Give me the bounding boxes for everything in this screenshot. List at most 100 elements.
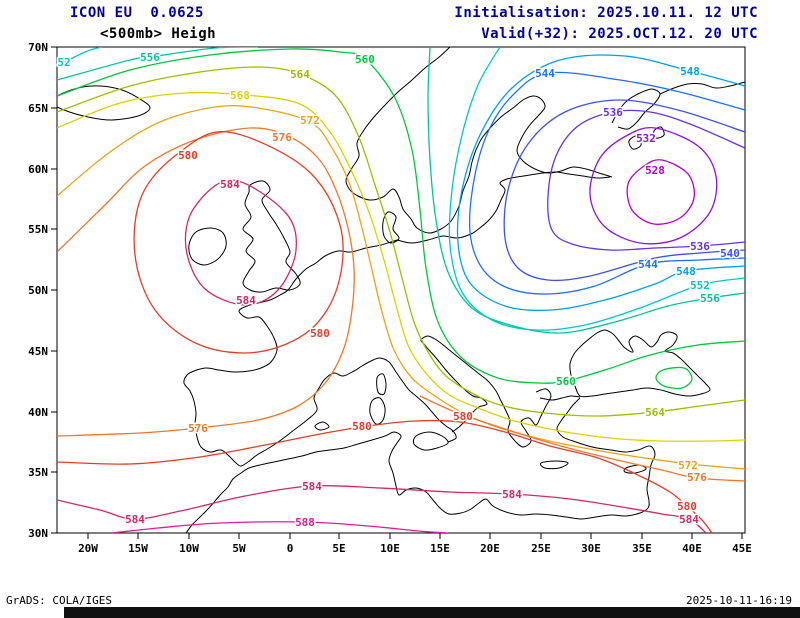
contour-568: [57, 91, 745, 442]
coastline: [659, 81, 745, 95]
contour-label-544: 544: [535, 67, 555, 80]
coastline: [57, 85, 151, 121]
contour-label-552: 52: [57, 56, 70, 69]
lon-label: 10E: [380, 542, 400, 555]
contour-label-536: 536: [690, 240, 710, 253]
contour-552: [57, 47, 103, 67]
contour-580: [57, 419, 713, 533]
lon-label: 30E: [581, 542, 601, 555]
coastline: [569, 329, 711, 398]
contour-label-576: 576: [687, 471, 707, 484]
coastline: [183, 239, 457, 467]
contour-552: [448, 47, 745, 331]
contour-584: [57, 484, 707, 533]
coastline: [242, 180, 301, 293]
lat-label: 55N: [28, 223, 48, 236]
coastline: [188, 227, 227, 266]
coastline: [376, 373, 387, 396]
contour-532: [589, 127, 718, 245]
contour-572: [57, 104, 745, 470]
lon-label: 40E: [682, 542, 702, 555]
axis-ticks-group: [51, 46, 743, 539]
contour-544: [469, 71, 745, 295]
contour-label-580: 580: [677, 500, 697, 513]
lat-label: 65N: [28, 102, 48, 115]
lat-label: 45N: [28, 345, 48, 358]
lon-label: 10W: [179, 542, 199, 555]
contour-label-536: 536: [603, 106, 623, 119]
footer-bar: [64, 607, 800, 618]
contour-label-528: 528: [645, 164, 665, 177]
coastline: [396, 171, 611, 244]
contour-576: [57, 127, 355, 437]
contour-label-540: 540: [720, 247, 740, 260]
contour-576: [419, 395, 745, 482]
contour-label-552: 552: [690, 279, 710, 292]
lon-label: 5E: [332, 542, 345, 555]
contour-label-560: 560: [556, 375, 576, 388]
lat-label: 60N: [28, 163, 48, 176]
lat-label: 40N: [28, 406, 48, 419]
contour-label-580: 580: [352, 420, 372, 433]
coastline: [420, 335, 552, 448]
grads-credit: GrADS: COLA/IGES: [6, 594, 112, 607]
contour-564: [57, 66, 745, 417]
contour-label-548: 548: [676, 265, 696, 278]
lon-label: 20W: [78, 542, 98, 555]
contour-label-588: 588: [295, 516, 315, 529]
contour-536: [547, 109, 745, 251]
coastline: [653, 126, 665, 139]
coastline: [369, 397, 386, 425]
contour-label-544: 544: [638, 258, 658, 271]
contour-label-576: 576: [188, 422, 208, 435]
coastline: [185, 397, 656, 533]
lat-label: 70N: [28, 41, 48, 54]
contour-label-568: 568: [230, 89, 250, 102]
field-title: <500mb> Heigh: [100, 26, 217, 42]
contour-label-564: 564: [290, 68, 310, 81]
contour-label-572: 572: [300, 114, 320, 127]
contour-label-560: 560: [355, 53, 375, 66]
valid-time-label: Valid(+32): 2025.OCT.12. 20 UTC: [481, 26, 758, 42]
lon-label: 20E: [480, 542, 500, 555]
lon-label: 15W: [128, 542, 148, 555]
render-timestamp: 2025-10-11-16:19: [686, 594, 792, 607]
contour-label-584: 584: [679, 513, 699, 526]
contour-label-576: 576: [272, 131, 292, 144]
contour-588: [111, 521, 449, 533]
lon-label: 5W: [232, 542, 246, 555]
contour-label-548: 548: [680, 65, 700, 78]
lon-label: 45E: [732, 542, 752, 555]
init-time-label: Initialisation: 2025.10.11. 12 UTC: [454, 5, 758, 21]
contour-label-564: 564: [645, 406, 665, 419]
lon-label: 35E: [632, 542, 652, 555]
lat-label: 30N: [28, 527, 48, 540]
map-frame: [56, 46, 746, 534]
lat-label: 50N: [28, 284, 48, 297]
contour-label-580: 580: [178, 149, 198, 162]
contour-556: [57, 47, 259, 81]
contour-label-584: 584: [502, 488, 522, 501]
coastlines-group: [57, 47, 745, 533]
contour-label-532: 532: [636, 132, 656, 145]
contour-label-556: 556: [140, 51, 160, 64]
lon-label: 15E: [430, 542, 450, 555]
contour-528: [626, 159, 696, 225]
contours-group: [57, 47, 745, 533]
contour-560: [655, 366, 693, 390]
lon-label: 25E: [531, 542, 551, 555]
coastline: [345, 47, 613, 234]
contour-580: [133, 131, 344, 354]
contour-548: [456, 54, 745, 312]
contour-540: [503, 99, 745, 282]
coastline: [382, 211, 400, 244]
contour-label-572: 572: [678, 459, 698, 472]
contour-label-584: 584: [236, 294, 256, 307]
contour-label-580: 580: [310, 327, 330, 340]
contour-label-584: 584: [220, 178, 240, 191]
contour-label-580: 580: [453, 410, 473, 423]
